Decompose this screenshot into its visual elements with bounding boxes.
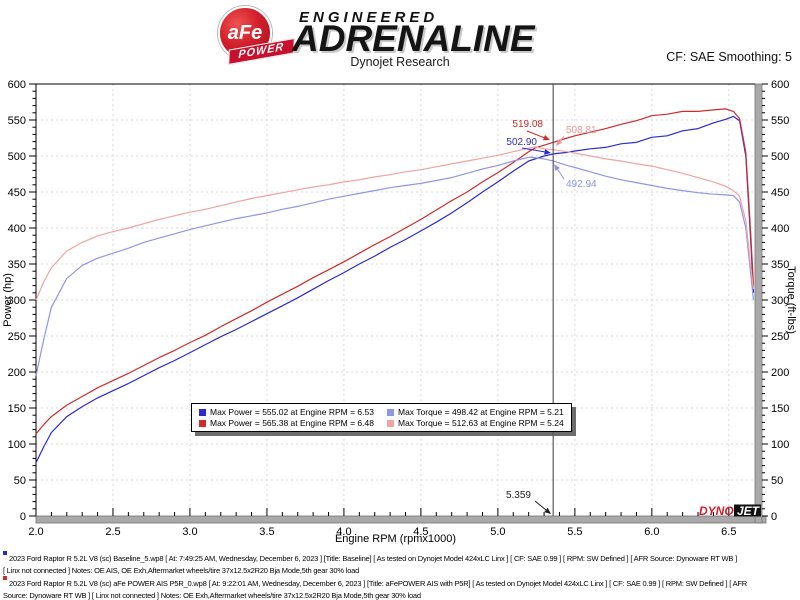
svg-text:300: 300 — [8, 295, 26, 307]
run2-bullet-icon — [3, 576, 7, 581]
svg-text:150: 150 — [771, 403, 789, 415]
footer-text: Source: Dynoware RT WB ] [ Linx not conn… — [3, 590, 421, 600]
x-axis-bar — [35, 515, 767, 524]
left-axis-ticks — [29, 83, 36, 517]
svg-text:502.90: 502.90 — [506, 137, 537, 148]
legend-text: Max Torque = 498.42 at Engine RPM = 5.21 — [398, 407, 564, 417]
svg-text:0: 0 — [20, 511, 26, 523]
svg-text:4.0: 4.0 — [336, 526, 351, 538]
svg-text:3.5: 3.5 — [259, 526, 274, 538]
run1-bullet-icon — [3, 551, 7, 555]
svg-text:DYNO: DYNO — [699, 504, 734, 518]
brand-adrenaline: ADRENALINE — [292, 18, 535, 59]
svg-text:350: 350 — [8, 259, 26, 271]
annotation-cursor-rpm: 5.359 — [506, 490, 551, 514]
legend-swatch-afe-torque-icon — [387, 419, 394, 427]
svg-text:0: 0 — [771, 511, 777, 523]
brand-engineered: ENGINEERED — [299, 9, 439, 26]
svg-text:4.5: 4.5 — [413, 526, 428, 538]
svg-text:500: 500 — [771, 151, 789, 163]
run1-info-line1: 2023 Ford Raptor R 5.2L V8 (sc) Baseline… — [3, 551, 798, 565]
series-baseline-power — [35, 115, 755, 463]
svg-text:450: 450 — [771, 187, 789, 199]
svg-text:300: 300 — [771, 295, 789, 307]
series-baseline-torque — [35, 156, 755, 376]
svg-text:5.5: 5.5 — [567, 526, 582, 538]
header: aFe POWER ENGINEERED ADRENALINE Dynojet … — [0, 0, 800, 75]
right-axis-title: Torque (ft-lbs) — [785, 266, 797, 334]
svg-text:400: 400 — [8, 223, 26, 235]
run-info-footer: 2023 Ford Raptor R 5.2L V8 (sc) Baseline… — [3, 551, 798, 600]
svg-text:2.0: 2.0 — [28, 526, 43, 538]
dynojet-logo: DYNO JET — [699, 504, 761, 518]
svg-text:50: 50 — [771, 475, 783, 487]
svg-text:600: 600 — [771, 79, 789, 91]
legend-entry-afe-power: Max Power = 565.38 at Engine RPM = 6.48 — [199, 418, 383, 428]
footer-text: 2023 Ford Raptor R 5.2L V8 (sc) Baseline… — [9, 554, 737, 563]
svg-text:200: 200 — [771, 367, 789, 379]
run1-info-line2: [ Linx not connected ] Notes: OE AIS, OE… — [3, 565, 798, 577]
svg-text:500: 500 — [8, 151, 26, 163]
run2-info-line1: 2023 Ford Raptor R 5.2L V8 (sc) aFe POWE… — [3, 576, 798, 590]
annotation-baseline-power: 502.90 — [506, 137, 551, 155]
svg-text:400: 400 — [771, 223, 789, 235]
svg-text:250: 250 — [771, 331, 789, 343]
svg-text:550: 550 — [8, 115, 26, 127]
footer-text: [ Linx not connected ] Notes: OE AIS, OE… — [3, 565, 360, 575]
gridlines — [36, 84, 755, 516]
series-afe-power — [35, 108, 755, 435]
legend-entry-baseline-power: Max Power = 555.02 at Engine RPM = 6.53 — [199, 407, 383, 417]
legend-text: Max Power = 565.38 at Engine RPM = 6.48 — [210, 418, 374, 428]
svg-text:5.359: 5.359 — [506, 490, 531, 501]
smoothing-label: CF: SAE Smoothing: 5 — [666, 50, 792, 64]
right-axis-ticks — [762, 83, 768, 517]
svg-text:3.0: 3.0 — [182, 526, 197, 538]
x-axis-title: Engine RPM (rpmx1000) — [335, 533, 456, 545]
annotation-baseline-torque: 492.94 — [554, 164, 597, 190]
legend-entry-afe-torque: Max Torque = 512.63 at Engine RPM = 5.24 — [387, 418, 564, 428]
legend-swatch-baseline-power-icon — [199, 408, 206, 416]
legend-text: Max Torque = 512.63 at Engine RPM = 5.24 — [398, 418, 564, 428]
annotation-afe-torque: 508.81 — [556, 125, 597, 146]
svg-text:350: 350 — [771, 259, 789, 271]
afe-badge-text: aFe — [227, 21, 263, 44]
svg-text:200: 200 — [8, 367, 26, 379]
x-axis-labels: 2.0 2.5 3.0 3.5 4.0 4.5 5.0 5.5 6.0 6.5 — [28, 526, 736, 538]
run2-info-line2: Source: Dynoware RT WB ] [ Linx not conn… — [3, 590, 798, 600]
svg-text:450: 450 — [8, 187, 26, 199]
svg-text:150: 150 — [8, 403, 26, 415]
chart-legend: Max Power = 555.02 at Engine RPM = 6.53 … — [191, 403, 572, 432]
x-axis-ticks — [35, 508, 745, 516]
svg-text:250: 250 — [8, 331, 26, 343]
legend-entry-baseline-torque: Max Torque = 498.42 at Engine RPM = 5.21 — [387, 407, 564, 417]
svg-text:6.0: 6.0 — [644, 526, 659, 538]
legend-text: Max Power = 555.02 at Engine RPM = 6.53 — [210, 407, 374, 417]
svg-text:100: 100 — [8, 439, 26, 451]
legend-swatch-afe-power-icon — [199, 419, 206, 427]
right-axis-bar — [754, 83, 763, 524]
svg-text:550: 550 — [771, 115, 789, 127]
legend-swatch-baseline-torque-icon — [387, 408, 394, 416]
svg-text:50: 50 — [14, 475, 26, 487]
series-afe-torque — [35, 146, 755, 301]
svg-text:508.81: 508.81 — [566, 125, 597, 136]
annotation-afe-power: 519.08 — [512, 119, 550, 141]
left-axis-title: Power (hp) — [2, 273, 14, 327]
right-axis-labels: 0 50 100 150 200 250 300 350 400 450 500 550 600 — [771, 79, 789, 523]
svg-text:6.5: 6.5 — [721, 526, 736, 538]
svg-text:519.08: 519.08 — [512, 119, 543, 130]
svg-text:100: 100 — [771, 439, 789, 451]
svg-text:492.94: 492.94 — [566, 179, 597, 190]
chart-title: Dynojet Research — [350, 55, 450, 69]
svg-text:JET: JET — [737, 504, 761, 518]
svg-text:600: 600 — [8, 79, 26, 91]
svg-text:2.5: 2.5 — [105, 526, 120, 538]
svg-text:5.0: 5.0 — [490, 526, 505, 538]
footer-text: 2023 Ford Raptor R 5.2L V8 (sc) aFe POWE… — [9, 579, 748, 589]
left-axis-labels: 0 50 100 150 200 250 300 350 400 450 500 550 600 — [8, 79, 26, 523]
